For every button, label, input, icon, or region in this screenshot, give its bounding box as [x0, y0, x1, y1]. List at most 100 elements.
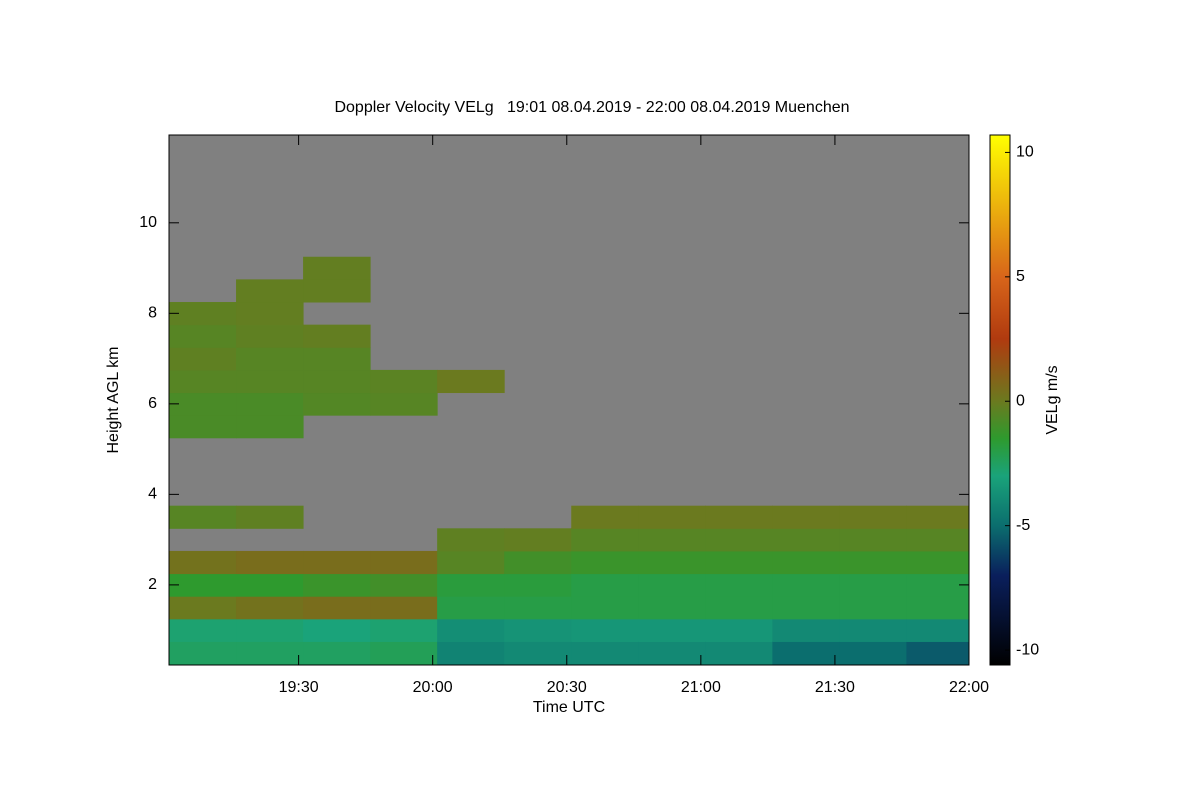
heatmap-cell	[236, 550, 304, 575]
heatmap-cell	[236, 596, 304, 620]
heatmap-cell	[437, 573, 505, 597]
heatmap-cell	[772, 618, 840, 642]
heatmap-cell	[370, 641, 438, 666]
heatmap-cell	[303, 596, 371, 620]
heatmap-cell	[705, 618, 773, 642]
y-tick-label: 8	[148, 305, 157, 322]
heatmap-cell	[504, 573, 572, 597]
y-tick-label: 2	[148, 576, 157, 593]
heatmap-cell	[236, 347, 304, 371]
heatmap-cell	[906, 528, 970, 552]
heatmap-cell	[906, 505, 970, 529]
heatmap-cell	[169, 415, 237, 439]
heatmap-cell	[169, 550, 237, 575]
heatmap-cell	[169, 505, 237, 529]
heatmap-cell	[236, 415, 304, 439]
heatmap-cell	[169, 369, 237, 394]
heatmap-cell	[437, 641, 505, 666]
heatmap-cell	[839, 528, 907, 552]
heatmap-cell	[772, 528, 840, 552]
heatmap-cell	[906, 550, 970, 575]
heatmap-cell	[772, 641, 840, 666]
y-tick-label: 4	[148, 486, 157, 503]
heatmap-cell	[705, 528, 773, 552]
heatmap-cell	[839, 573, 907, 597]
colorbar-tick-label: 10	[1016, 144, 1034, 161]
heatmap-cell	[839, 618, 907, 642]
heatmap-cell	[705, 505, 773, 529]
colorbar-label: VELg m/s	[1044, 365, 1061, 434]
heatmap-cell	[437, 550, 505, 575]
y-axis-label: Height AGL km	[105, 346, 122, 453]
heatmap-cell	[504, 641, 572, 666]
heatmap-cell	[236, 279, 304, 303]
heatmap-cell	[906, 618, 970, 642]
x-axis-label: Time UTC	[533, 699, 605, 716]
heatmap-cell	[504, 528, 572, 552]
heatmap-cell	[638, 550, 706, 575]
heatmap-cell	[169, 618, 237, 642]
heatmap-cell	[638, 596, 706, 620]
heatmap-cell	[906, 641, 970, 666]
heatmap-cell	[169, 302, 237, 326]
heatmap-cell	[236, 505, 304, 529]
heatmap-cell	[303, 618, 371, 642]
heatmap-cell	[303, 279, 371, 303]
heatmap-cell	[571, 550, 639, 575]
y-tick-label: 6	[148, 395, 157, 412]
x-tick-label: 19:30	[279, 679, 319, 696]
heatmap-cell	[370, 392, 438, 416]
heatmap-cell	[437, 528, 505, 552]
heatmap-cell	[303, 550, 371, 575]
heatmap-cell	[169, 392, 237, 416]
chart-title: Doppler Velocity VELg 19:01 08.04.2019 -…	[334, 99, 849, 116]
heatmap-cell	[169, 596, 237, 620]
heatmap-cell	[303, 369, 371, 394]
colorbar-tick-label: 0	[1016, 392, 1025, 409]
heatmap-cell	[571, 528, 639, 552]
heatmap-cell	[303, 641, 371, 666]
heatmap-cell	[504, 596, 572, 620]
heatmap-cell	[705, 550, 773, 575]
x-tick-label: 21:00	[681, 679, 721, 696]
heatmap-cell	[839, 641, 907, 666]
heatmap-cell	[638, 528, 706, 552]
heatmap-cell	[571, 573, 639, 597]
heatmap-cell	[370, 573, 438, 597]
heatmap-cell	[772, 573, 840, 597]
plot-frame	[168, 134, 970, 666]
heatmap-cell	[504, 550, 572, 575]
heatmap-cell	[705, 596, 773, 620]
heatmap-cell	[236, 618, 304, 642]
heatmap-cell	[504, 618, 572, 642]
heatmap-cell	[437, 618, 505, 642]
heatmap-cell	[839, 550, 907, 575]
x-tick-label: 20:00	[413, 679, 453, 696]
heatmap-cell	[638, 505, 706, 529]
heatmap-cell	[236, 392, 304, 416]
heatmap-cell	[236, 641, 304, 666]
heatmap-cell	[303, 392, 371, 416]
colorbar	[989, 134, 1011, 666]
heatmap-cell	[370, 618, 438, 642]
heatmap-cell	[437, 369, 505, 394]
heatmap-cell	[169, 573, 237, 597]
heatmap-cell	[303, 573, 371, 597]
y-tick-label: 10	[139, 214, 157, 231]
heatmap-cell	[571, 596, 639, 620]
heatmap-cell	[906, 573, 970, 597]
heatmap-cell	[169, 641, 237, 666]
heatmap-cell	[303, 256, 371, 280]
heatmap-cell	[370, 369, 438, 394]
heatmap-cell	[303, 324, 371, 348]
colorbar-tick-label: 5	[1016, 268, 1025, 285]
heatmap-cell	[169, 347, 237, 371]
heatmap-cell	[772, 550, 840, 575]
colorbar-tick-label: -10	[1016, 641, 1039, 658]
heatmap-cell	[705, 573, 773, 597]
heatmap-cell	[571, 505, 639, 529]
heatmap-cell	[638, 618, 706, 642]
heatmap-cell	[370, 550, 438, 575]
